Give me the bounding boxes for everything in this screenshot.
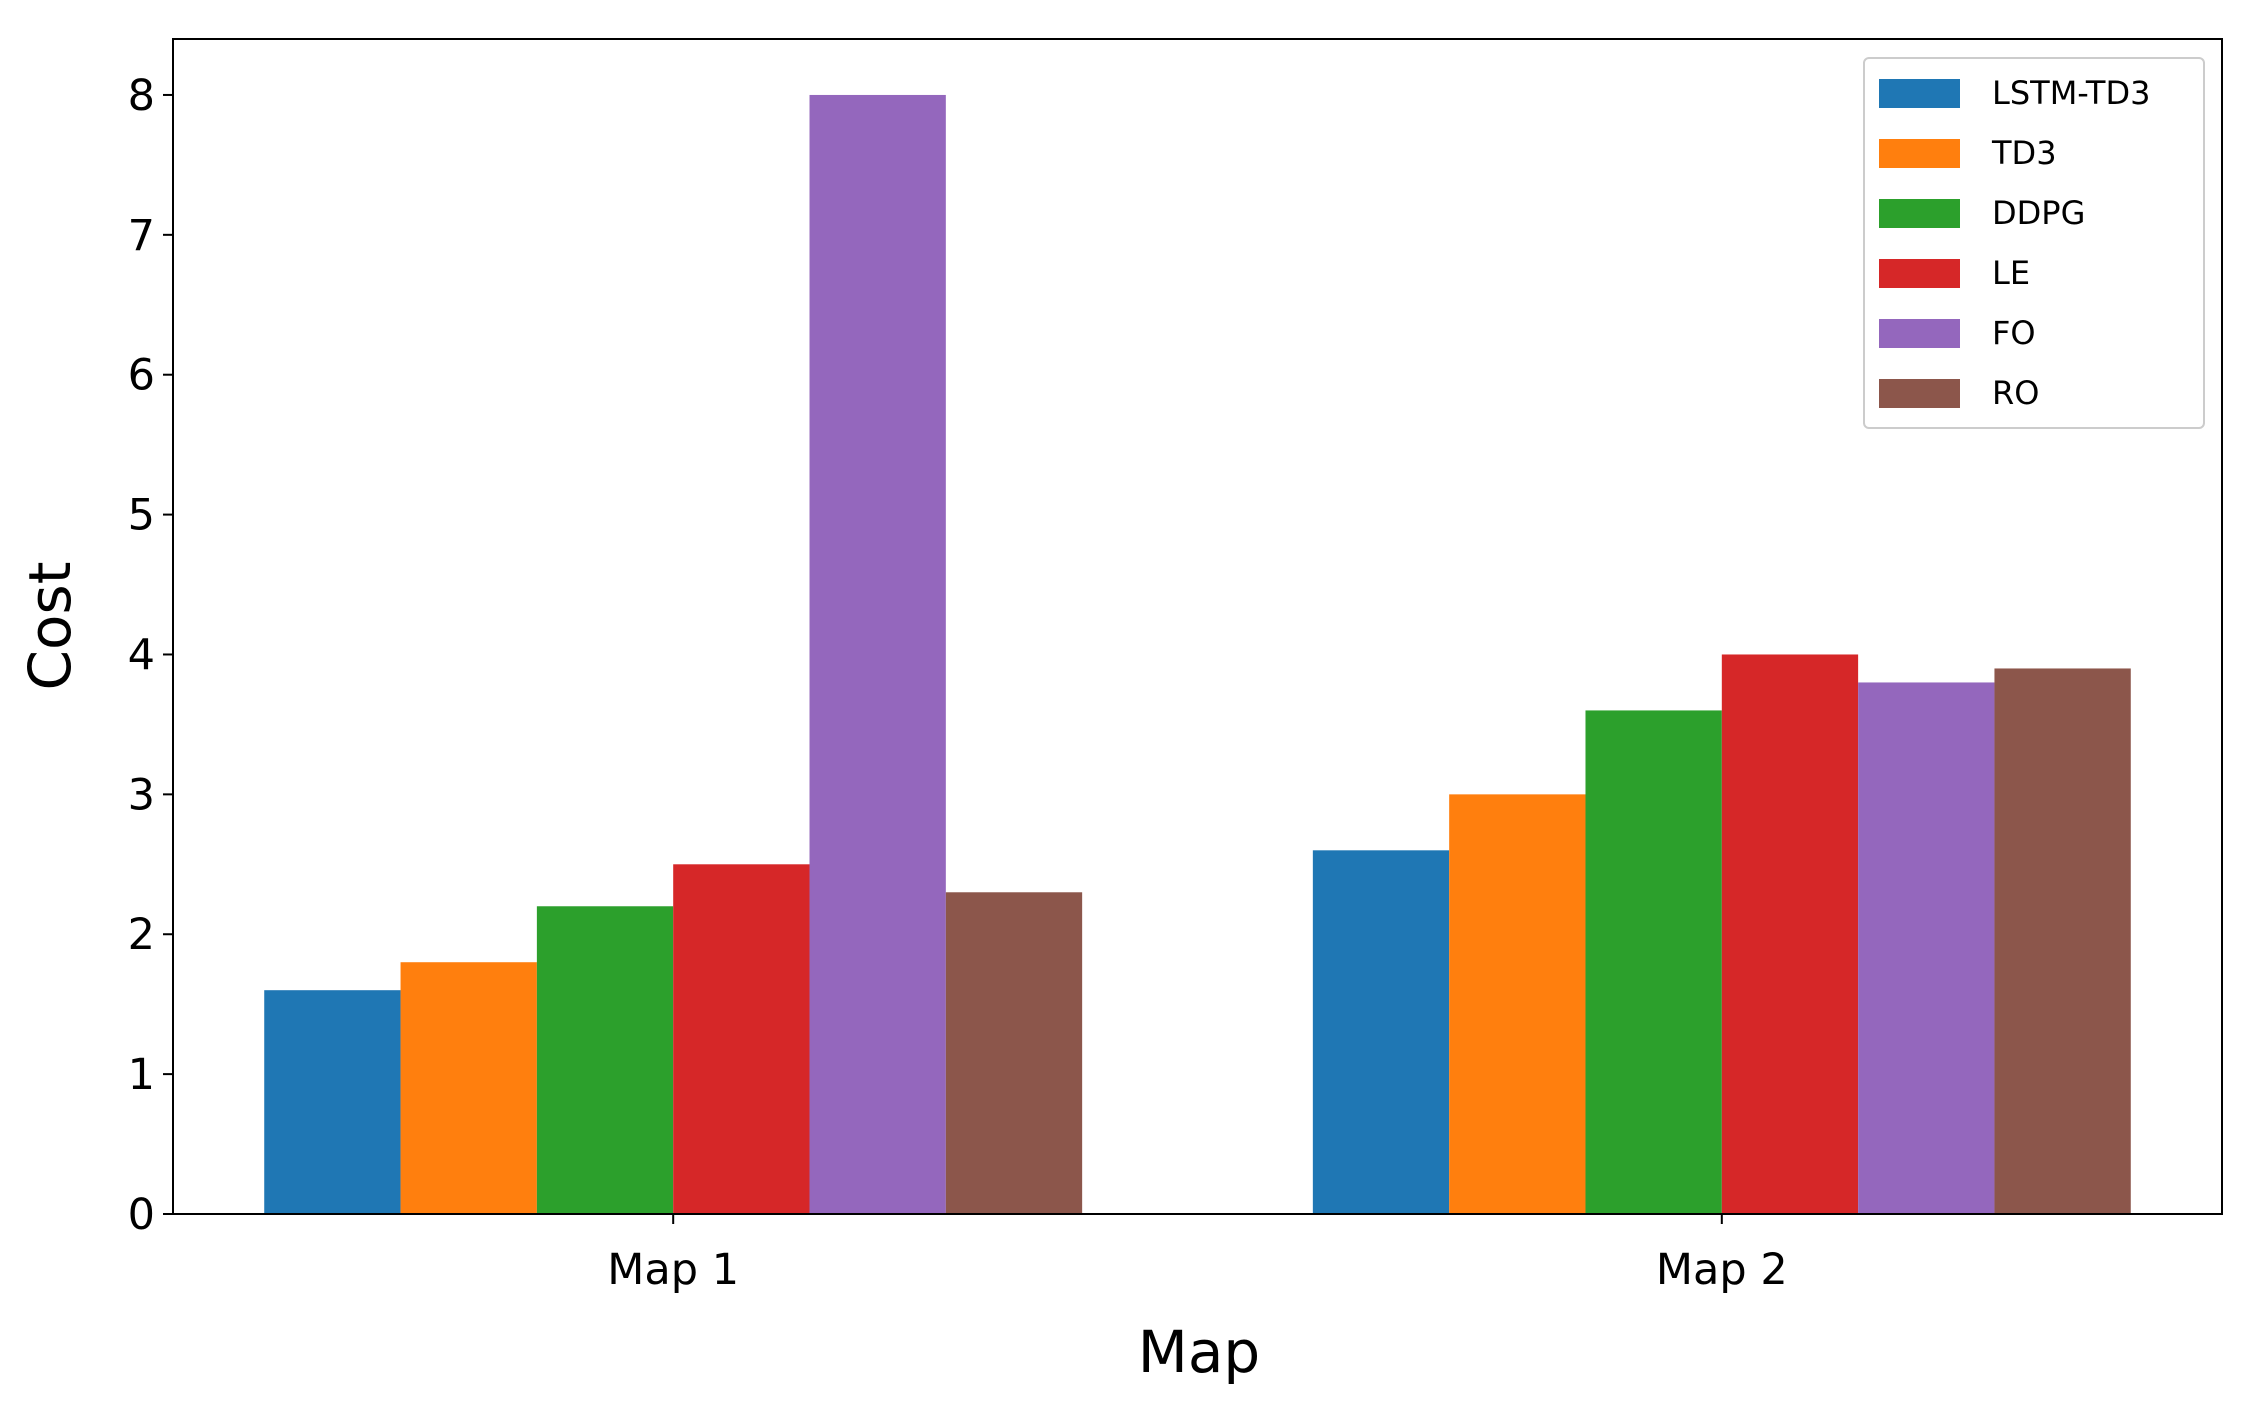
bar [400,962,537,1214]
y-axis-label: Cost [16,562,84,691]
legend-label: RO [1992,374,2039,412]
y-tick-label: 3 [128,770,155,820]
legend-swatch [1879,259,1960,288]
bar [1858,682,1995,1214]
bar [264,990,401,1214]
legend-label: LSTM-TD3 [1992,74,2150,112]
y-tick-label: 5 [128,491,155,541]
bar [536,906,674,1214]
legend-label: DDPG [1992,194,2085,232]
y-tick-label: 2 [128,910,155,960]
legend-swatch [1879,319,1960,348]
legend-label: TD3 [1991,134,2057,172]
x-tick-label: Map 1 [607,1245,739,1295]
y-tick-label: 4 [128,630,155,680]
plot-frame [172,38,2223,1215]
x-tick-label: Map 2 [1656,1245,1788,1295]
legend-label: LE [1992,254,2030,292]
legend-swatch [1879,199,1960,228]
legend-swatch [1879,139,1960,168]
x-axis-label: Map [1138,1318,1260,1386]
bar [1994,668,2131,1214]
bar [1721,654,1859,1214]
bar [809,94,946,1214]
bar [673,864,810,1214]
legend-label: FO [1992,314,2036,352]
legend-swatch [1879,79,1960,108]
bar [945,892,1083,1214]
legend-box [1863,57,2205,429]
y-tick-label: 7 [128,211,155,261]
bar [1449,794,1586,1214]
bar [1585,710,1722,1214]
bar [1312,850,1450,1214]
y-tick-label: 8 [128,71,155,121]
y-tick-label: 0 [128,1190,155,1240]
y-tick-label: 6 [128,351,155,401]
legend-swatch [1879,379,1960,408]
y-tick-label: 1 [128,1050,155,1100]
